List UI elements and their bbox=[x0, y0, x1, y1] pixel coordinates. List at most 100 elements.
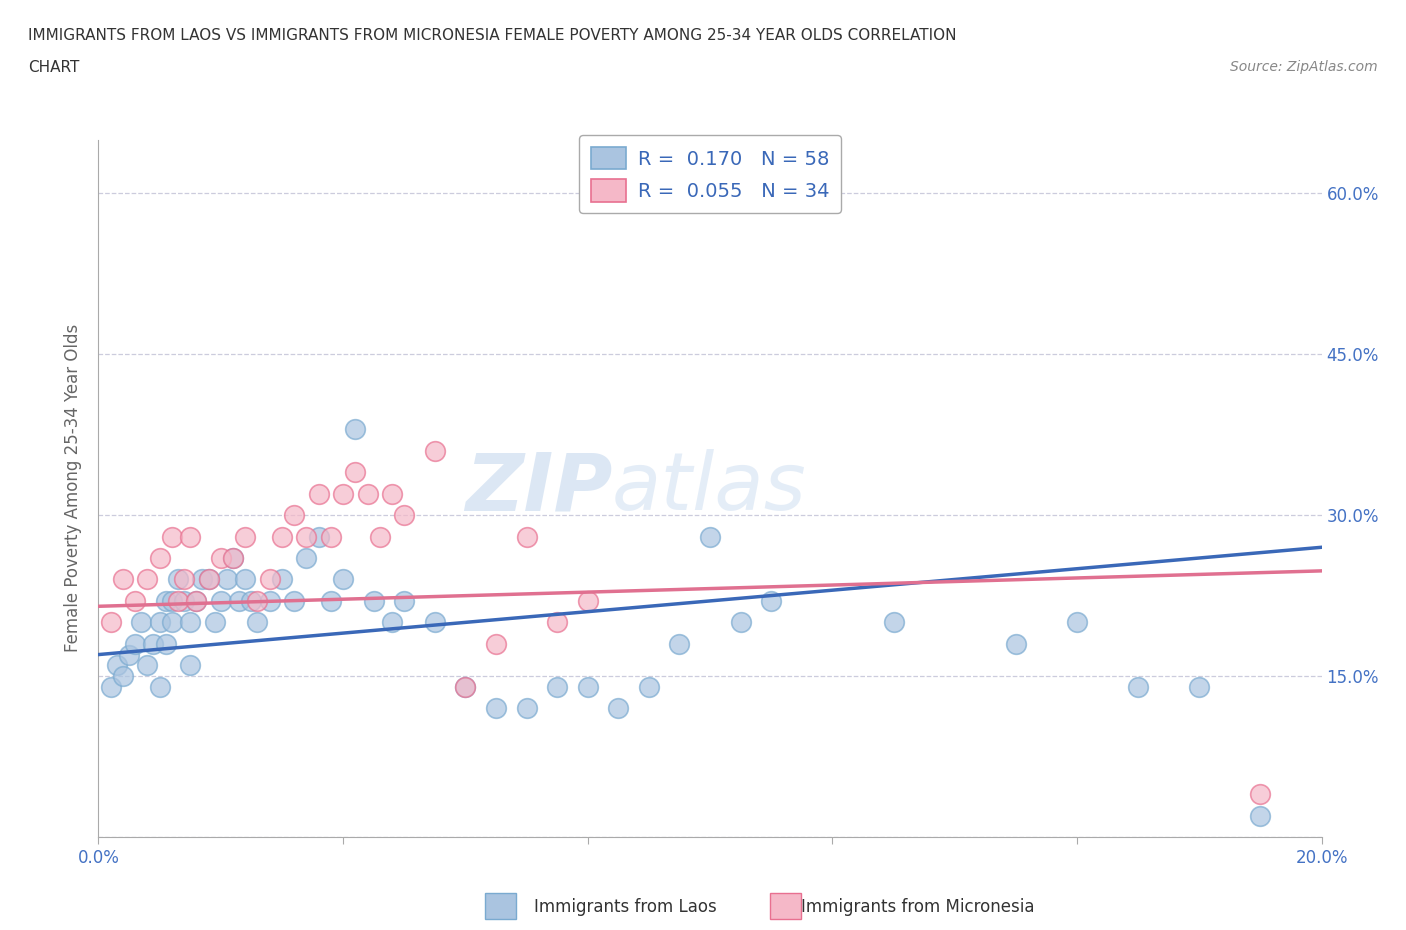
Point bbox=[1249, 808, 1271, 823]
Text: Immigrants from Micronesia: Immigrants from Micronesia bbox=[801, 897, 1035, 916]
Point bbox=[209, 551, 232, 565]
Point bbox=[485, 701, 508, 716]
Point bbox=[637, 679, 661, 694]
Point bbox=[129, 615, 152, 630]
Text: atlas: atlas bbox=[612, 449, 807, 527]
Point bbox=[179, 529, 201, 544]
Point bbox=[1004, 636, 1026, 651]
Point bbox=[167, 572, 190, 587]
Point bbox=[136, 658, 159, 672]
Point bbox=[759, 593, 782, 608]
Point bbox=[209, 593, 232, 608]
Point bbox=[576, 679, 599, 694]
Point bbox=[381, 615, 404, 630]
Point bbox=[1128, 679, 1150, 694]
Point bbox=[160, 615, 183, 630]
Point bbox=[319, 593, 342, 608]
Point bbox=[699, 529, 721, 544]
Point bbox=[283, 593, 305, 608]
Point bbox=[222, 551, 245, 565]
Point bbox=[516, 701, 538, 716]
Point bbox=[454, 679, 477, 694]
Point bbox=[356, 486, 378, 501]
Point bbox=[246, 615, 269, 630]
Point bbox=[283, 508, 305, 523]
Point bbox=[259, 572, 281, 587]
Point bbox=[173, 593, 195, 608]
Text: Immigrants from Laos: Immigrants from Laos bbox=[534, 897, 717, 916]
Point bbox=[270, 572, 292, 587]
Point bbox=[186, 593, 208, 608]
Point bbox=[136, 572, 159, 587]
Point bbox=[363, 593, 385, 608]
Text: ZIP: ZIP bbox=[465, 449, 612, 527]
Point bbox=[186, 593, 208, 608]
Point bbox=[100, 679, 122, 694]
Point bbox=[240, 593, 263, 608]
Point bbox=[576, 593, 599, 608]
Point bbox=[204, 615, 226, 630]
Point bbox=[111, 572, 134, 587]
Point bbox=[485, 636, 508, 651]
Point bbox=[730, 615, 752, 630]
Point bbox=[118, 647, 141, 662]
Legend: R =  0.170   N = 58, R =  0.055   N = 34: R = 0.170 N = 58, R = 0.055 N = 34 bbox=[579, 135, 841, 213]
Point bbox=[197, 572, 219, 587]
Point bbox=[124, 636, 146, 651]
Point bbox=[516, 529, 538, 544]
Point bbox=[381, 486, 404, 501]
Point bbox=[233, 572, 256, 587]
Point bbox=[100, 615, 122, 630]
Point bbox=[607, 701, 630, 716]
Point bbox=[246, 593, 269, 608]
Point bbox=[173, 572, 195, 587]
Point bbox=[149, 615, 172, 630]
Point bbox=[668, 636, 690, 651]
Point bbox=[105, 658, 128, 672]
Point bbox=[215, 572, 238, 587]
Point bbox=[179, 658, 201, 672]
Point bbox=[454, 679, 477, 694]
Point bbox=[228, 593, 250, 608]
Text: CHART: CHART bbox=[28, 60, 80, 75]
Point bbox=[308, 529, 330, 544]
Point bbox=[344, 465, 367, 480]
Point bbox=[160, 593, 183, 608]
Text: IMMIGRANTS FROM LAOS VS IMMIGRANTS FROM MICRONESIA FEMALE POVERTY AMONG 25-34 YE: IMMIGRANTS FROM LAOS VS IMMIGRANTS FROM … bbox=[28, 28, 956, 43]
Point bbox=[155, 593, 177, 608]
Y-axis label: Female Poverty Among 25-34 Year Olds: Female Poverty Among 25-34 Year Olds bbox=[65, 325, 83, 652]
Point bbox=[1249, 787, 1271, 802]
Point bbox=[197, 572, 219, 587]
Point bbox=[295, 529, 318, 544]
Point bbox=[1066, 615, 1088, 630]
Point bbox=[423, 615, 446, 630]
Point bbox=[332, 572, 354, 587]
Point bbox=[1188, 679, 1211, 694]
Point bbox=[155, 636, 177, 651]
Point bbox=[295, 551, 318, 565]
Point bbox=[546, 679, 568, 694]
Point bbox=[160, 529, 183, 544]
Point bbox=[233, 529, 256, 544]
Point bbox=[332, 486, 354, 501]
Point bbox=[392, 508, 416, 523]
Point bbox=[191, 572, 214, 587]
Point bbox=[392, 593, 416, 608]
Point bbox=[883, 615, 905, 630]
Point bbox=[222, 551, 245, 565]
Point bbox=[111, 669, 134, 684]
Point bbox=[167, 593, 190, 608]
Point bbox=[319, 529, 342, 544]
Point bbox=[149, 551, 172, 565]
Text: Source: ZipAtlas.com: Source: ZipAtlas.com bbox=[1230, 60, 1378, 74]
Point bbox=[149, 679, 172, 694]
Point bbox=[270, 529, 292, 544]
Point bbox=[179, 615, 201, 630]
Point bbox=[259, 593, 281, 608]
Point bbox=[546, 615, 568, 630]
Point bbox=[142, 636, 165, 651]
Point bbox=[423, 444, 446, 458]
Point bbox=[368, 529, 391, 544]
Point bbox=[124, 593, 146, 608]
Point bbox=[344, 422, 367, 437]
